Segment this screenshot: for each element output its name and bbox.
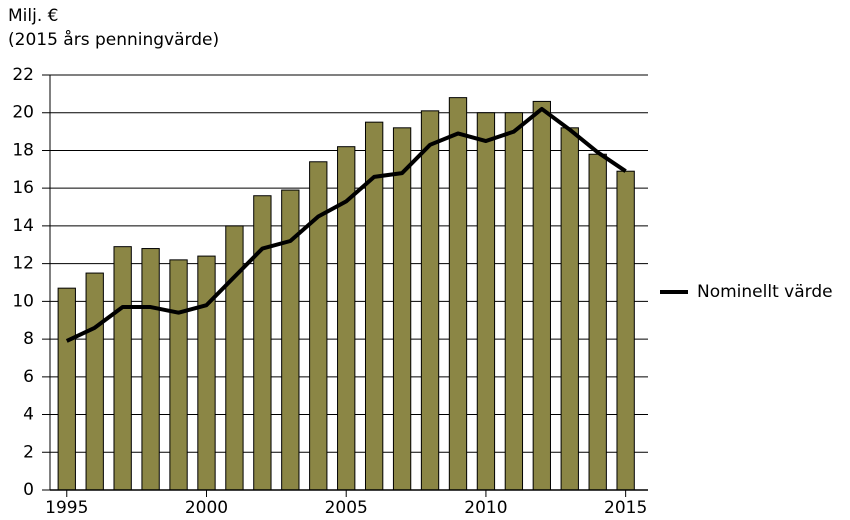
y-tick-label: 20 <box>12 103 34 123</box>
y-tick-label: 14 <box>12 216 34 236</box>
y-tick-label: 10 <box>12 291 34 311</box>
legend-label: Nominellt värde <box>697 282 833 302</box>
x-tick-label: 2015 <box>604 498 647 518</box>
bar <box>392 127 412 491</box>
y-tick-label: 16 <box>12 178 34 198</box>
bar <box>169 259 188 491</box>
line <box>65 106 627 343</box>
x-tick-label: 2000 <box>185 498 228 518</box>
y-axis-label: (2015 års penningvärde) <box>8 29 219 50</box>
bar <box>616 170 635 491</box>
y-tick-label: 8 <box>23 329 34 349</box>
bar <box>197 255 216 491</box>
y-tick-label: 0 <box>23 480 34 500</box>
bar <box>560 127 579 491</box>
y-tick-label: 6 <box>23 367 34 387</box>
x-tick-label: 2005 <box>325 498 368 518</box>
bar <box>532 100 551 491</box>
y-tick-label: 12 <box>12 254 34 274</box>
bar <box>141 248 160 491</box>
bar <box>57 287 76 491</box>
bar <box>253 195 272 491</box>
x-tick-label: 2010 <box>464 498 507 518</box>
bar <box>85 272 104 491</box>
y-axis-label: Milj. € <box>8 6 58 26</box>
y-tick-label: 2 <box>23 442 34 462</box>
bar <box>420 110 440 491</box>
x-tick-label: 1995 <box>45 498 88 518</box>
bar <box>113 246 132 491</box>
bar <box>448 97 468 491</box>
bar <box>476 112 496 491</box>
bar <box>504 112 524 491</box>
y-tick-label: 18 <box>12 140 34 160</box>
y-tick-label: 4 <box>23 405 34 425</box>
bar <box>588 153 607 491</box>
bar <box>225 225 244 491</box>
y-tick-label: 22 <box>12 65 34 85</box>
